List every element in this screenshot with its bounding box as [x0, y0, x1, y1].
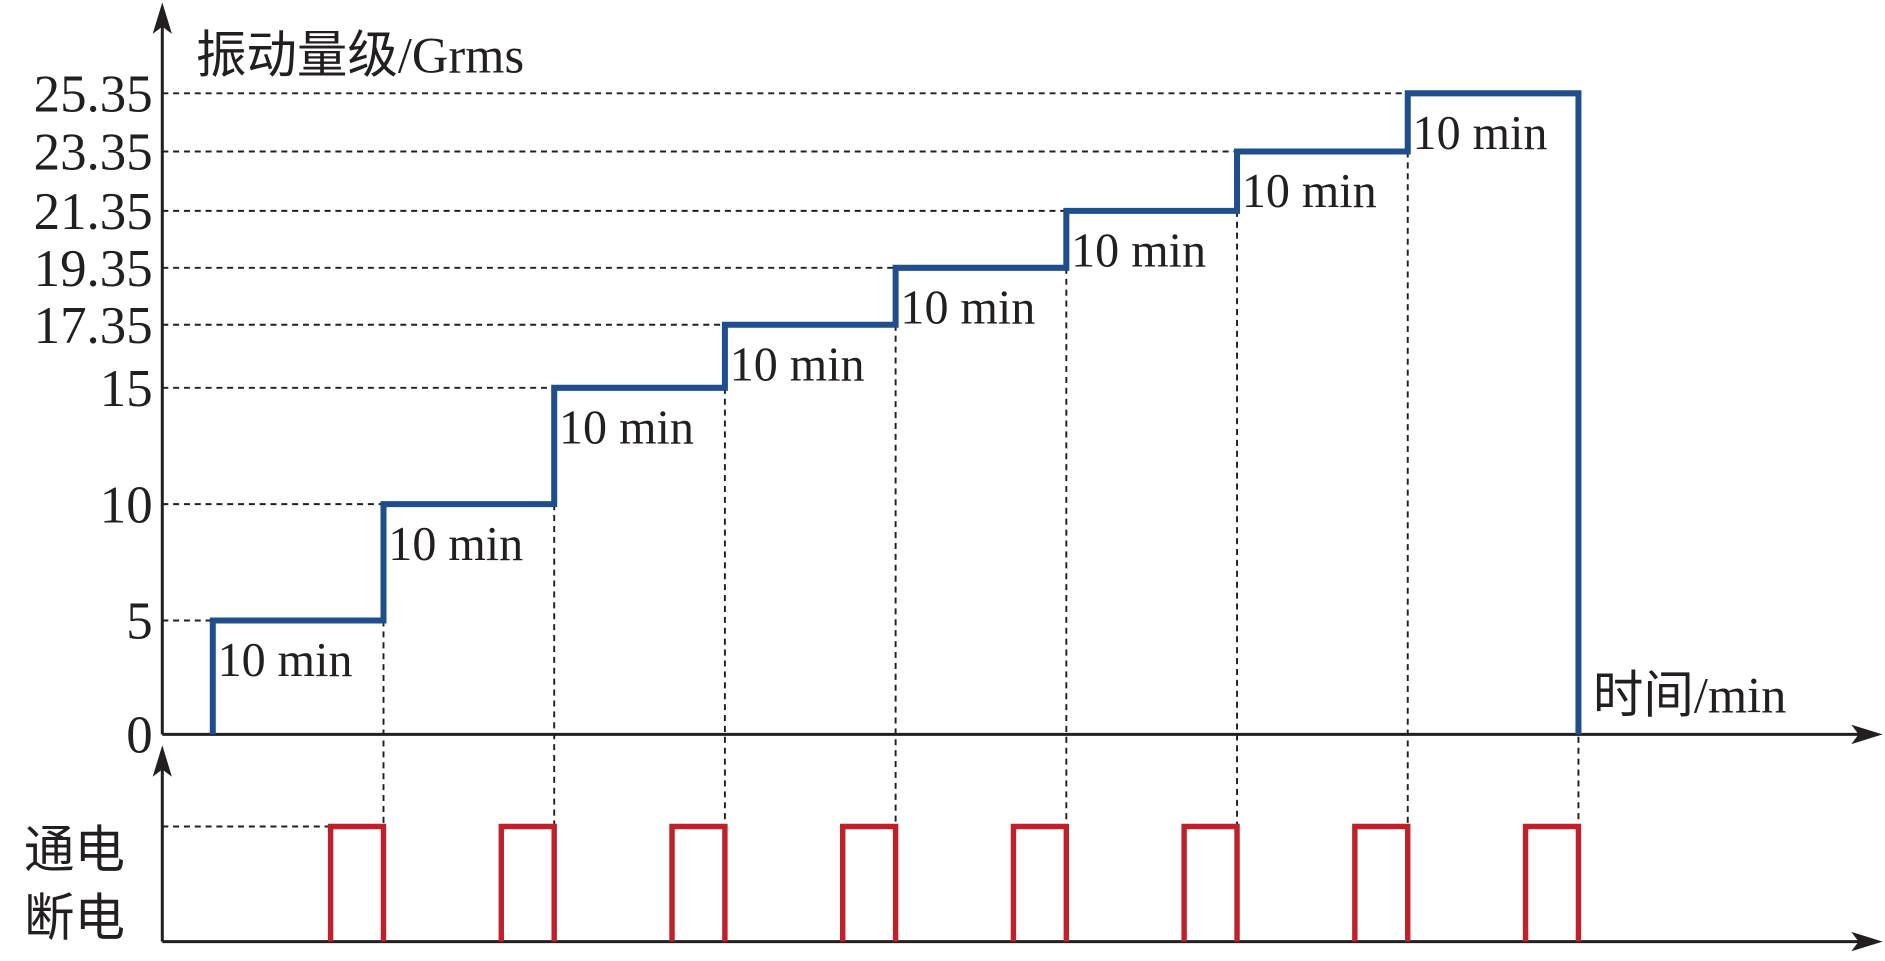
arrow — [1851, 931, 1883, 952]
y-tick-label: 0 — [126, 706, 152, 764]
duration-label: 10 min — [1242, 165, 1377, 218]
power-pulse — [840, 823, 899, 942]
power-pulse — [1181, 823, 1240, 942]
arrow — [152, 2, 172, 34]
power-pulse — [1522, 823, 1582, 942]
duration-label: 10 min — [218, 634, 353, 687]
y-tick-label: 10 — [100, 476, 153, 534]
chart-title: 振动量级/Grms — [196, 28, 524, 84]
arrow — [1851, 724, 1883, 745]
x-axis-label: 时间/min — [1593, 667, 1787, 723]
y-tick-label: 25.35 — [34, 65, 153, 123]
state-label: 通电 — [24, 823, 125, 879]
power-pulse — [498, 823, 557, 942]
y-tick-label: 17.35 — [34, 297, 153, 355]
y-tick-label: 15 — [100, 360, 153, 418]
y-tick-label: 23.35 — [34, 123, 153, 181]
y-tick-label: 5 — [126, 592, 152, 650]
power-pulse — [1010, 823, 1070, 942]
power-pulse — [1352, 823, 1411, 942]
duration-label: 10 min — [900, 281, 1035, 334]
axes — [152, 2, 1883, 952]
duration-label: 10 min — [1413, 107, 1548, 160]
duration-label: 10 min — [559, 401, 694, 454]
state-label: 断电 — [24, 890, 125, 946]
y-tick-label: 21.35 — [34, 183, 153, 241]
arrow — [152, 745, 172, 777]
duration-label: 10 min — [730, 338, 865, 391]
power-pulse — [669, 823, 728, 942]
step-line — [209, 90, 1582, 735]
duration-label: 10 min — [1071, 224, 1206, 277]
power-pulse — [327, 823, 387, 942]
duration-label: 10 min — [388, 518, 523, 571]
y-tick-label: 19.35 — [34, 240, 153, 298]
